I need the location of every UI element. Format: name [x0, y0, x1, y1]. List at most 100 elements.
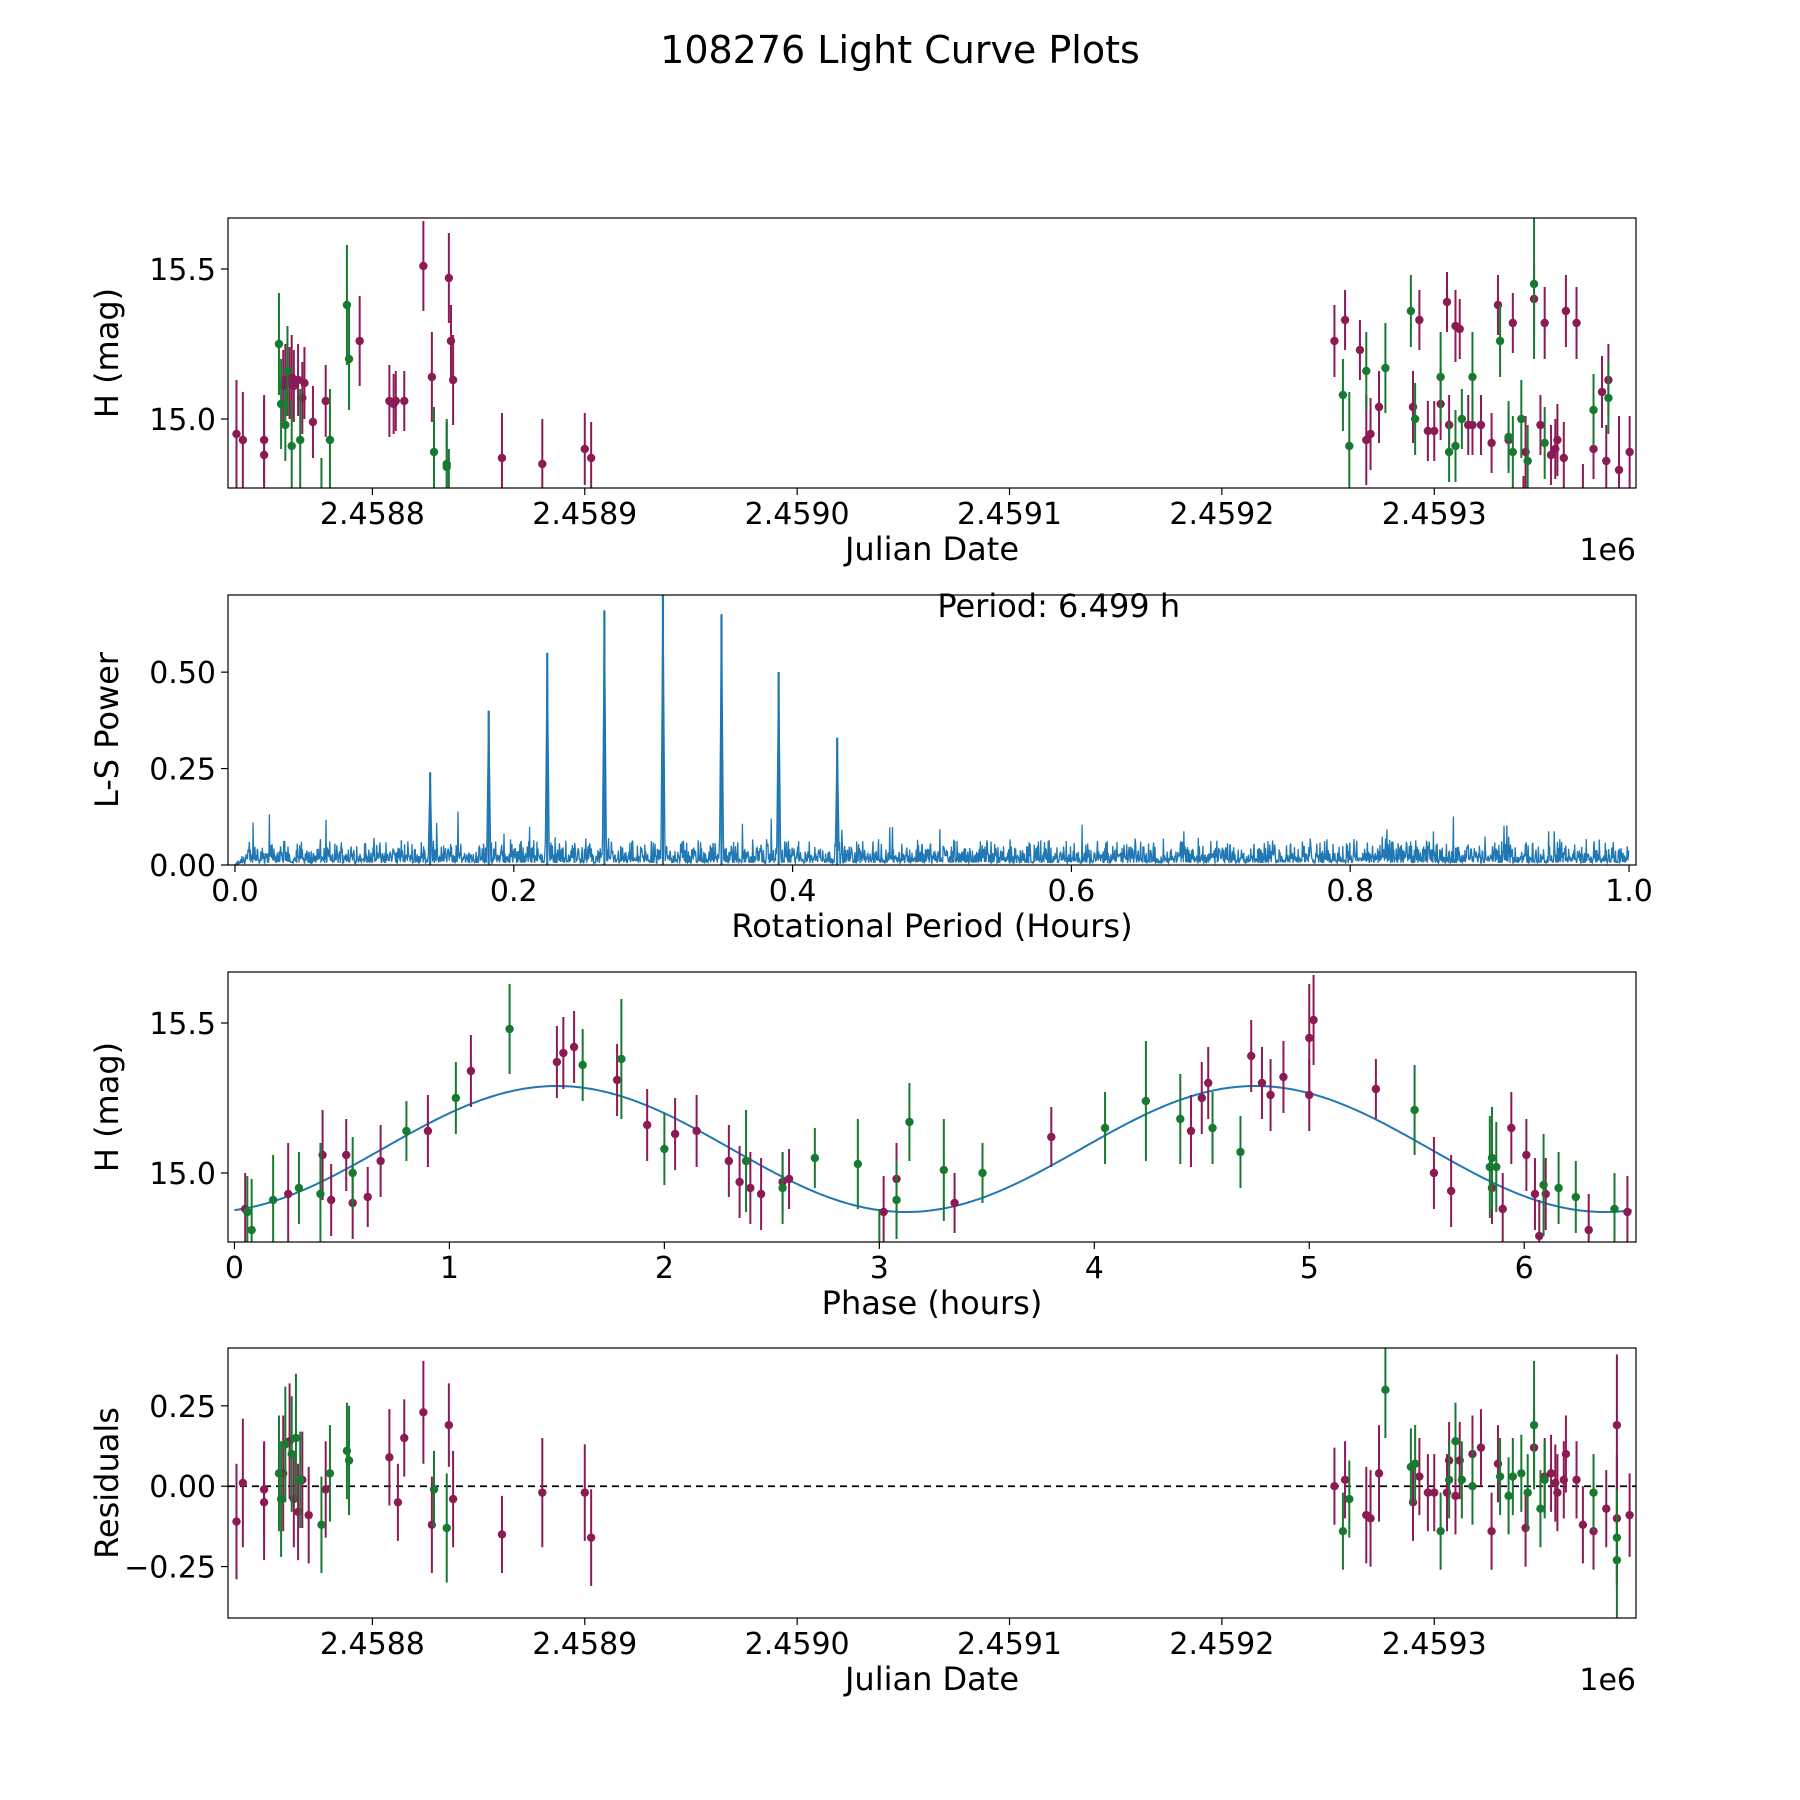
data-point: [1100, 1123, 1110, 1133]
data-point: [1540, 318, 1549, 328]
data-point: [1589, 1527, 1598, 1536]
x-tick-label: 2.4593: [1382, 497, 1487, 532]
data-point: [1204, 1078, 1213, 1088]
x-axis-label: Julian Date: [843, 1660, 1019, 1698]
axes-frame: [227, 217, 1637, 489]
x-tick-label: 2.4591: [957, 1627, 1062, 1662]
x-tick-label: 1.0: [1605, 874, 1653, 909]
y-tick-label: 15.0: [149, 403, 216, 438]
data-point: [429, 1485, 439, 1494]
data-point: [1572, 318, 1581, 328]
data-point: [1487, 1527, 1496, 1536]
data-point: [243, 1207, 252, 1217]
x-tick-label: 1: [440, 1251, 459, 1286]
data-point: [268, 1195, 278, 1205]
data-point: [448, 1494, 458, 1504]
data-point: [1546, 1469, 1556, 1478]
x-tick-label: 3: [870, 1251, 889, 1286]
data-point: [344, 354, 354, 364]
data-point: [1535, 1231, 1544, 1241]
data-point: [342, 1150, 351, 1160]
data-point: [276, 399, 286, 409]
x-axis-label: Phase (hours): [822, 1284, 1043, 1322]
data-point: [1208, 1123, 1217, 1133]
data-point: [1522, 1150, 1531, 1160]
axes-frame: [227, 1347, 1637, 1619]
y-tick-label: 0.00: [149, 1470, 216, 1505]
data-point: [1309, 1015, 1318, 1025]
data-point: [1625, 1510, 1634, 1520]
x-tick-label: 2.4588: [320, 497, 425, 532]
data-point: [784, 1174, 794, 1184]
data-point: [442, 1523, 451, 1533]
data-point: [1457, 1475, 1467, 1484]
data-point: [1381, 1385, 1390, 1394]
data-point: [1430, 426, 1439, 436]
data-point: [1436, 1527, 1445, 1536]
data-point: [1495, 336, 1505, 346]
data-point: [1539, 1180, 1548, 1190]
data-point: [950, 1198, 959, 1208]
x-tick-label: 2.4589: [532, 1627, 637, 1662]
data-point: [580, 1488, 589, 1497]
data-point: [1442, 297, 1452, 307]
data-point: [1362, 435, 1371, 445]
data-point: [1257, 1078, 1267, 1088]
data-point: [1415, 315, 1424, 325]
data-point: [586, 1533, 596, 1542]
x-tick-label: 2.4592: [1169, 1627, 1274, 1662]
data-point: [308, 417, 318, 427]
data-point: [304, 1510, 313, 1520]
data-point: [670, 1129, 680, 1139]
data-point: [939, 1165, 949, 1175]
data-point: [238, 1478, 248, 1488]
data-point: [287, 1449, 296, 1459]
data-point: [1530, 1189, 1540, 1199]
data-point: [1266, 1090, 1275, 1100]
data-point: [1429, 1168, 1439, 1178]
data-point: [287, 372, 296, 382]
data-point: [1468, 1482, 1477, 1491]
data-point: [1468, 372, 1477, 382]
data-point: [1578, 1520, 1588, 1529]
data-point: [1338, 1527, 1348, 1536]
data-point: [247, 1225, 256, 1235]
y-tick-label: −0.25: [124, 1551, 216, 1586]
data-point: [274, 339, 284, 349]
data-point: [1340, 1475, 1350, 1484]
y-tick-label: 0.25: [149, 1390, 216, 1425]
data-point: [1345, 441, 1354, 451]
data-point: [1504, 432, 1513, 442]
data-point: [569, 1042, 579, 1052]
data-point: [342, 300, 352, 310]
data-point: [1508, 447, 1518, 457]
data-point: [1492, 1162, 1501, 1172]
data-point: [429, 447, 439, 457]
data-point: [393, 1498, 403, 1507]
data-point: [642, 1120, 652, 1130]
data-point: [1305, 1090, 1314, 1100]
data-point: [538, 459, 547, 469]
data-point: [1554, 1183, 1563, 1193]
data-point: [1523, 456, 1532, 466]
x-offset-label: 1e6: [1579, 533, 1636, 568]
data-point: [466, 1066, 476, 1076]
data-point: [283, 366, 292, 376]
data-point: [1430, 1488, 1439, 1497]
data-point: [735, 1177, 744, 1187]
data-point: [400, 396, 409, 406]
data-point: [879, 1207, 888, 1217]
y-axis-label: H (mag): [88, 1042, 126, 1172]
data-point: [1536, 1504, 1545, 1513]
data-point: [1559, 453, 1568, 463]
data-point: [316, 1189, 325, 1199]
data-point: [692, 1126, 701, 1136]
data-point: [505, 1024, 514, 1034]
x-axis-label: Julian Date: [843, 530, 1019, 568]
data-point: [756, 1189, 766, 1199]
data-point: [1423, 1488, 1433, 1497]
periodogram-line: [234, 595, 1630, 865]
data-point: [1279, 1072, 1288, 1082]
data-point: [296, 435, 305, 445]
data-point: [276, 1494, 286, 1504]
